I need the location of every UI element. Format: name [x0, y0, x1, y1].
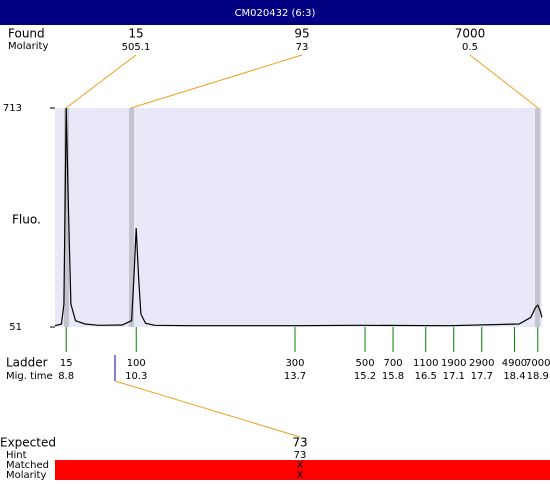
mig-time: 17.7 — [471, 371, 493, 382]
mig-time: 16.5 — [415, 371, 437, 382]
connector — [114, 380, 301, 438]
trace — [54, 107, 543, 327]
found-molarity: 0.5 — [462, 42, 478, 53]
ladder-size: 700 — [384, 358, 403, 369]
plot-area — [55, 108, 542, 327]
found-size: 95 — [294, 27, 309, 41]
mig-time: 17.1 — [443, 371, 465, 382]
ladder-size: 4900 — [502, 358, 527, 369]
expected-value: 73 — [292, 436, 307, 450]
ladder-size: 1100 — [413, 358, 438, 369]
y-tick-label: 713 — [3, 103, 22, 114]
found-size: 15 — [128, 27, 143, 41]
matched-label: Matched — [6, 460, 49, 471]
ladder-size: 15 — [60, 358, 73, 369]
connector — [130, 54, 303, 109]
peak-band — [535, 108, 540, 327]
ladder-size: 7000 — [525, 358, 550, 369]
y-axis-label: Fluo. — [12, 213, 41, 227]
found-molarity: 73 — [296, 42, 309, 53]
molarity-value: X — [297, 470, 304, 480]
status-bar — [55, 460, 550, 480]
y-tick-label: 51 — [9, 322, 22, 333]
ladder-label: Ladder — [6, 356, 48, 370]
mig-time-label: Mig. time — [6, 371, 53, 382]
hint-value: 73 — [294, 450, 307, 461]
mig-time: 18.9 — [527, 371, 549, 382]
mig-time: 18.4 — [503, 371, 525, 382]
connector — [65, 54, 137, 109]
hint-label: Hint — [6, 450, 27, 461]
mig-time: 15.2 — [354, 371, 376, 382]
molarity-label: Molarity — [8, 41, 48, 52]
title-bar — [0, 0, 550, 25]
ladder-size: 2900 — [469, 358, 494, 369]
peak-band — [64, 108, 69, 327]
expected-label: Expected — [0, 436, 56, 450]
found-label: Found — [8, 27, 45, 41]
molarity-row-label: Molarity — [6, 470, 46, 480]
mig-time: 13.7 — [284, 371, 306, 382]
title: CM020432 (6:3) — [235, 8, 316, 19]
mig-time: 15.8 — [382, 371, 404, 382]
mig-time: 8.8 — [58, 371, 74, 382]
ladder-size: 1900 — [441, 358, 466, 369]
ladder-size: 100 — [127, 358, 146, 369]
peak-band — [129, 108, 134, 327]
mig-time: 10.3 — [125, 371, 147, 382]
ladder-size: 500 — [355, 358, 374, 369]
found-size: 7000 — [455, 27, 486, 41]
ladder-size: 300 — [285, 358, 304, 369]
connector — [469, 54, 539, 109]
found-molarity: 505.1 — [122, 42, 151, 53]
matched-value: X — [297, 460, 304, 471]
